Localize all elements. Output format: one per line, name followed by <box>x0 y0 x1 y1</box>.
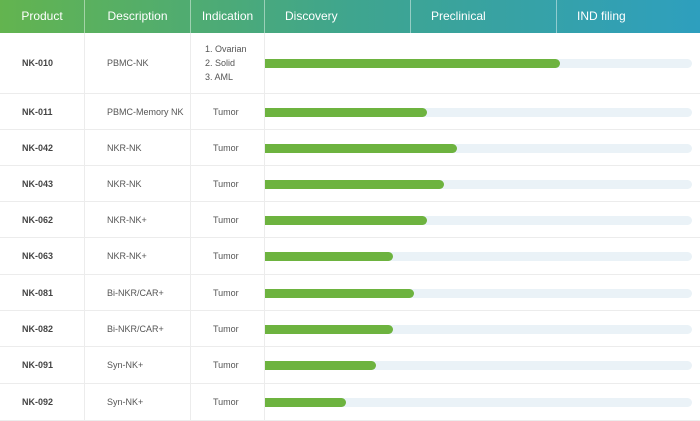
indication-cell: Tumor <box>191 130 265 165</box>
description-cell: Syn-NK+ <box>85 384 191 420</box>
table-row: NK-081 Bi-NKR/CAR+ Tumor <box>0 275 700 311</box>
indication-cell: Tumor <box>191 275 265 310</box>
progress-track <box>265 59 692 68</box>
progress-bar <box>265 325 393 334</box>
indication-list-item: 1. Ovarian <box>205 44 247 54</box>
progress-bar <box>265 180 444 189</box>
indication-cell: Tumor <box>191 311 265 346</box>
description-cell: Bi-NKR/CAR+ <box>85 311 191 346</box>
progress-track <box>265 180 692 189</box>
progress-track <box>265 144 692 153</box>
product-cell: NK-082 <box>0 311 85 346</box>
progress-track <box>265 216 692 225</box>
product-cell: NK-081 <box>0 275 85 310</box>
description-cell: NKR-NK <box>85 166 191 201</box>
progress-bar <box>265 59 560 68</box>
progress-track <box>265 108 692 117</box>
product-cell: NK-043 <box>0 166 85 201</box>
table-row: NK-043 NKR-NK Tumor <box>0 166 700 202</box>
header-description: Description <box>85 0 191 33</box>
table-row: NK-082 Bi-NKR/CAR+ Tumor <box>0 311 700 347</box>
indication-cell: Tumor <box>191 166 265 201</box>
product-cell: NK-062 <box>0 202 85 237</box>
description-cell: PBMC-NK <box>85 33 191 93</box>
progress-track <box>265 252 692 261</box>
progress-bar <box>265 289 414 298</box>
progress-bar <box>265 252 393 261</box>
indication-cell: Tumor <box>191 238 265 274</box>
description-cell: Syn-NK+ <box>85 347 191 383</box>
table-row: NK-062 NKR-NK+ Tumor <box>0 202 700 238</box>
product-cell: NK-063 <box>0 238 85 274</box>
header-discovery: Discovery <box>265 0 411 33</box>
progress-bar <box>265 108 427 117</box>
progress-track <box>265 361 692 370</box>
progress-track <box>265 398 692 407</box>
table-row: NK-011 PBMC-Memory NK Tumor <box>0 94 700 130</box>
progress-bar <box>265 398 346 407</box>
indication-cell: Tumor <box>191 94 265 129</box>
indication-cell: Tumor <box>191 202 265 237</box>
header-preclinical: Preclinical <box>411 0 557 33</box>
indication-list-item: 2. Solid <box>205 58 236 68</box>
description-cell: NKR-NK+ <box>85 202 191 237</box>
description-cell: PBMC-Memory NK <box>85 94 191 129</box>
indication-list-item: 3. AML <box>205 72 234 82</box>
description-cell: Bi-NKR/CAR+ <box>85 275 191 310</box>
indication-cell: 1. Ovarian 2. Solid 3. AML <box>191 33 265 93</box>
product-cell: NK-011 <box>0 94 85 129</box>
table-row: NK-042 NKR-NK Tumor <box>0 130 700 166</box>
progress-bar <box>265 216 427 225</box>
progress-track <box>265 289 692 298</box>
product-cell: NK-091 <box>0 347 85 383</box>
indication-list: 1. Ovarian 2. Solid 3. AML <box>205 42 247 84</box>
description-cell: NKR-NK+ <box>85 238 191 274</box>
product-cell: NK-010 <box>0 33 85 93</box>
table-header: Product Description Indication Discovery… <box>0 0 700 33</box>
table-row: NK-010 PBMC-NK 1. Ovarian 2. Solid 3. AML <box>0 33 700 94</box>
product-cell: NK-092 <box>0 384 85 420</box>
indication-cell: Tumor <box>191 384 265 420</box>
description-cell: NKR-NK <box>85 130 191 165</box>
product-cell: NK-042 <box>0 130 85 165</box>
progress-bar <box>265 144 457 153</box>
table-row: NK-092 Syn-NK+ Tumor <box>0 384 700 421</box>
indication-cell: Tumor <box>191 347 265 383</box>
table-row: NK-091 Syn-NK+ Tumor <box>0 347 700 384</box>
table-row: NK-063 NKR-NK+ Tumor <box>0 238 700 275</box>
header-product: Product <box>0 0 85 33</box>
progress-bar <box>265 361 376 370</box>
header-indication: Indication <box>191 0 265 33</box>
header-ind-filing: IND filing <box>577 9 626 23</box>
progress-track <box>265 325 692 334</box>
